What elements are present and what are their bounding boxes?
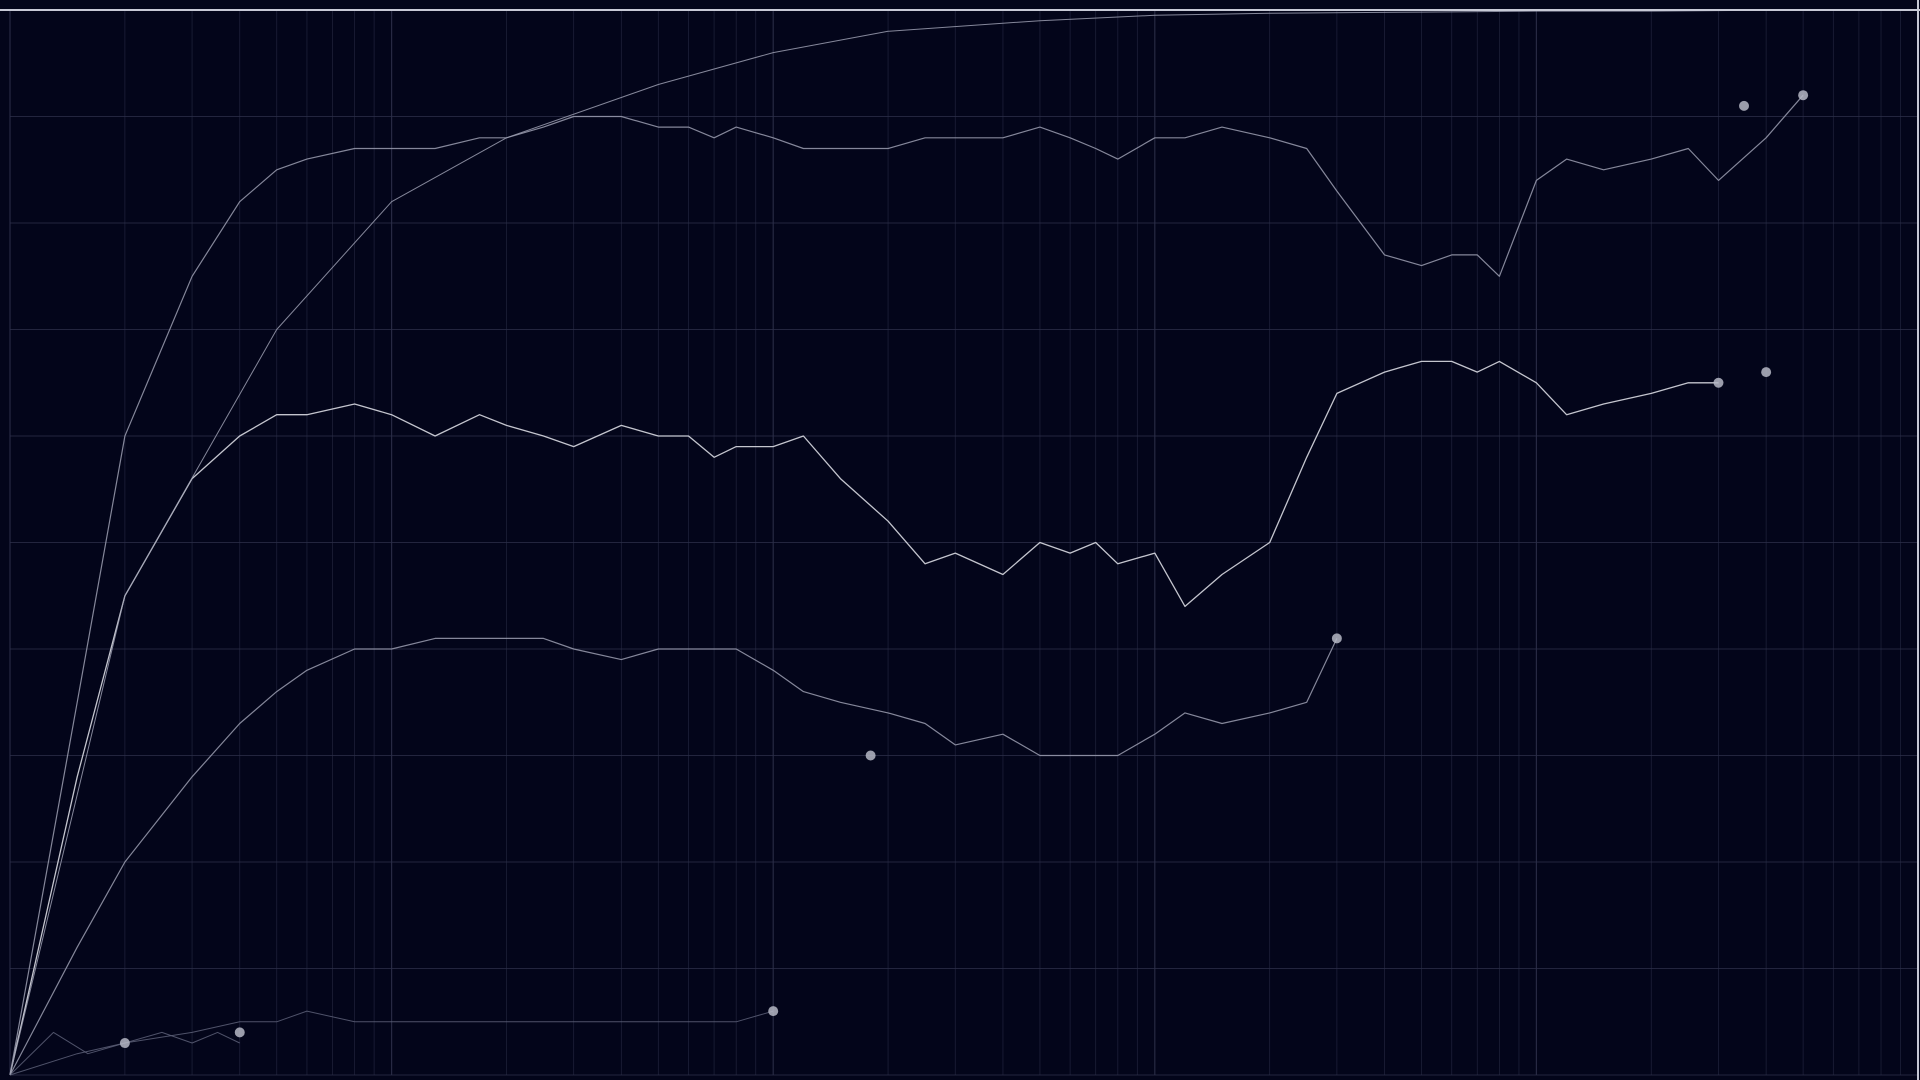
series-line <box>9 637 1338 1076</box>
series-end-marker <box>234 1027 245 1038</box>
series-end-marker <box>1713 377 1724 388</box>
series-layer <box>9 9 1918 1076</box>
series-line <box>9 94 1804 1076</box>
series-end-marker <box>768 1006 779 1017</box>
series-line <box>9 1031 240 1076</box>
grid-layer <box>9 9 1918 1076</box>
series-end-marker <box>119 1038 130 1049</box>
series-end-marker <box>1798 90 1809 101</box>
series-line <box>9 9 1918 1076</box>
series-line <box>9 360 1719 1076</box>
series-end-marker <box>865 750 876 761</box>
series-end-marker <box>1739 100 1750 111</box>
series-line <box>9 1010 774 1076</box>
series-end-marker <box>1331 633 1342 644</box>
marker-layer <box>119 90 1809 1049</box>
series-end-marker <box>1761 367 1772 378</box>
